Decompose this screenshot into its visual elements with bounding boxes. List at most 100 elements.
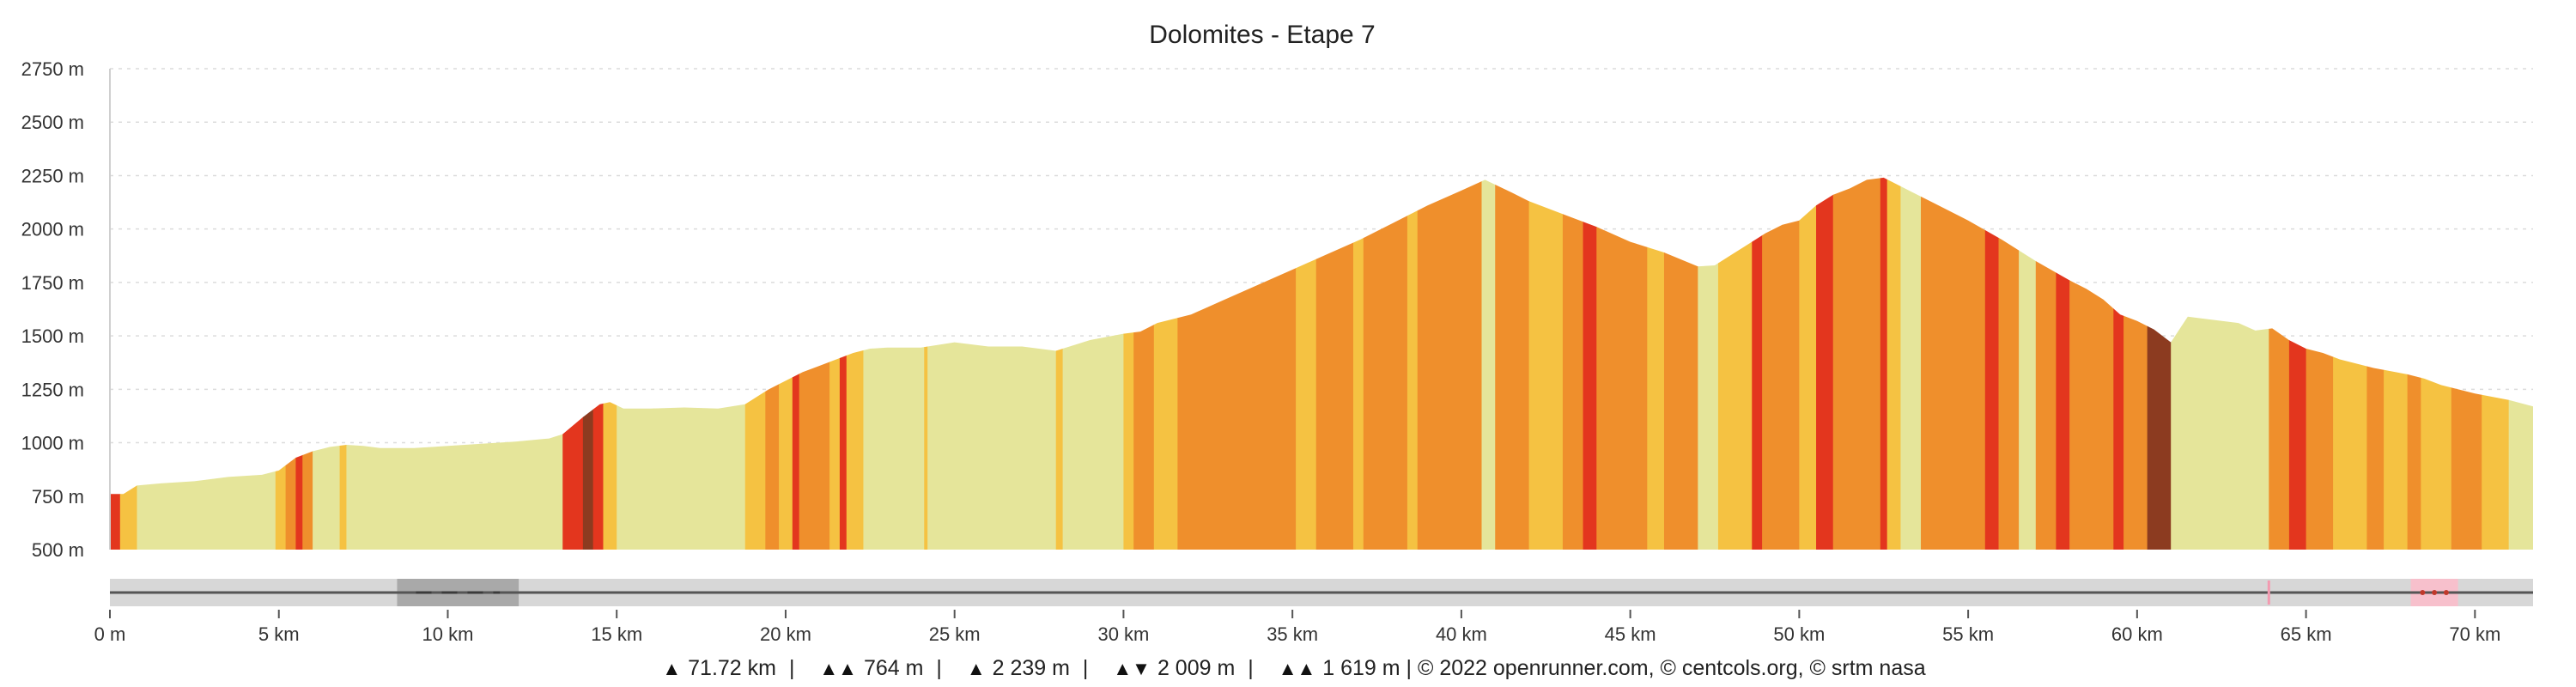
x-tick-label: 40 km: [1436, 623, 1487, 645]
y-tick-label: 1000 m: [21, 433, 84, 454]
descent-value: 2 009 m: [1157, 656, 1236, 680]
slope-segment: [313, 177, 341, 550]
slope-segment: [2171, 177, 2269, 550]
navigator-minimap[interactable]: [110, 579, 2533, 606]
slope-segment: [285, 177, 297, 550]
slope-segment: [1596, 177, 1648, 550]
x-tick-label: 10 km: [422, 623, 474, 645]
min-altitude-icon: ▲▲: [1278, 658, 1316, 679]
navigator-highlight-dot: [2420, 590, 2426, 595]
slope-segment: [137, 177, 276, 550]
slope-segment: [1880, 177, 1888, 550]
descent-icon: ▲▼: [1113, 658, 1151, 679]
slope-segment: [1799, 177, 1817, 550]
route-stats-footer: ▲ 71.72 km | ▲▲ 764 m | ▲ 2 239 m | ▲▼ 2 009…: [0, 656, 2576, 681]
x-axis-ticks: 0 m 5 km 10 km 15 km 20 km 25 km 30 km 35 km 40 …: [94, 610, 2500, 645]
slope-segment: [1752, 177, 1763, 550]
slope-segment: [1816, 177, 1834, 550]
credits-text: 1 619 m | © 2022 openrunner.com, © centc…: [1322, 656, 1926, 680]
y-tick-label: 2250 m: [21, 165, 84, 186]
slope-segment: [302, 177, 313, 550]
separator: |: [1082, 656, 1089, 680]
slope-segment: [339, 177, 348, 550]
slope-segment: [927, 177, 1057, 550]
y-tick-label: 1500 m: [21, 325, 84, 347]
slope-segment: [924, 177, 928, 550]
x-tick-label: 55 km: [1942, 623, 1994, 645]
slope-segment: [1998, 177, 2020, 550]
distance-value: 71.72 km: [688, 656, 776, 680]
x-tick-label: 5 km: [258, 623, 300, 645]
slope-segment: [1832, 177, 1881, 550]
slope-segment: [1177, 177, 1297, 550]
x-tick-label: 15 km: [591, 623, 642, 645]
slope-segment: [2366, 177, 2385, 550]
slope-segment: [2306, 177, 2334, 550]
slope-segment: [2269, 177, 2290, 550]
slope-segment: [2508, 177, 2533, 550]
x-tick-label: 20 km: [760, 623, 811, 645]
separator: |: [936, 656, 942, 680]
elevation-area: [110, 177, 2533, 550]
slope-segment: [1921, 177, 1986, 550]
y-tick-label: 2750 m: [21, 58, 84, 80]
y-tick-label: 2500 m: [21, 112, 84, 133]
slope-segment: [2482, 177, 2510, 550]
slope-segment: [744, 177, 766, 550]
slope-segment: [1315, 177, 1354, 550]
slope-segment: [1417, 177, 1483, 550]
slope-segment: [2113, 177, 2124, 550]
slope-segment: [1133, 177, 1155, 550]
slope-segment: [346, 177, 563, 550]
slope-segment: [1698, 177, 1719, 550]
slope-segment: [2407, 177, 2421, 550]
slope-segment: [1123, 177, 1134, 550]
slope-segment: [799, 177, 830, 550]
slope-segment: [110, 177, 121, 550]
y-tick-label: 500 m: [32, 539, 84, 561]
slope-segment: [1762, 177, 1800, 550]
x-tick-label: 35 km: [1267, 623, 1318, 645]
slope-segment: [603, 177, 617, 550]
x-tick-label: 60 km: [2111, 623, 2163, 645]
slope-segment: [2288, 177, 2307, 550]
slope-segment: [779, 177, 793, 550]
y-axis-ticks: 500 m 750 m 1000 m 1250 m 1500 m 1750 m 2000 m…: [21, 58, 84, 561]
slope-segment: [119, 177, 138, 550]
slope-segment: [846, 177, 865, 550]
slope-segment: [1055, 177, 1064, 550]
slope-segment: [2035, 177, 2057, 550]
slope-segment: [2421, 177, 2452, 550]
slope-segment: [1363, 177, 1408, 550]
slope-segment: [2333, 177, 2368, 550]
slope-segment: [1562, 177, 1584, 550]
slope-segment: [1886, 177, 1902, 550]
slope-segment: [765, 177, 780, 550]
x-tick-label: 0 m: [94, 623, 126, 645]
navigator-markers: [416, 581, 2449, 605]
slope-segment: [1583, 177, 1597, 550]
slope-segment: [275, 177, 287, 550]
max-altitude-icon: ▲: [966, 658, 986, 679]
slope-segment: [1717, 177, 1753, 550]
x-tick-label: 50 km: [1773, 623, 1825, 645]
y-tick-label: 1750 m: [21, 272, 84, 294]
x-tick-label: 25 km: [929, 623, 981, 645]
y-tick-label: 1250 m: [21, 379, 84, 400]
slope-segment: [2384, 177, 2409, 550]
slope-segment: [2451, 177, 2482, 550]
x-tick-label: 65 km: [2281, 623, 2332, 645]
navigator-highlight-dot: [2432, 590, 2438, 595]
slope-segment: [1663, 177, 1698, 550]
slope-segment: [1984, 177, 2000, 550]
separator: |: [1248, 656, 1254, 680]
y-tick-label: 2000 m: [21, 219, 84, 240]
slope-segment: [2069, 177, 2114, 550]
x-tick-label: 45 km: [1605, 623, 1656, 645]
slope-segment: [1062, 177, 1125, 550]
slope-segment: [592, 177, 605, 550]
x-tick-label: 30 km: [1097, 623, 1149, 645]
slope-segment: [2019, 177, 2037, 550]
slope-segment: [1153, 177, 1178, 550]
